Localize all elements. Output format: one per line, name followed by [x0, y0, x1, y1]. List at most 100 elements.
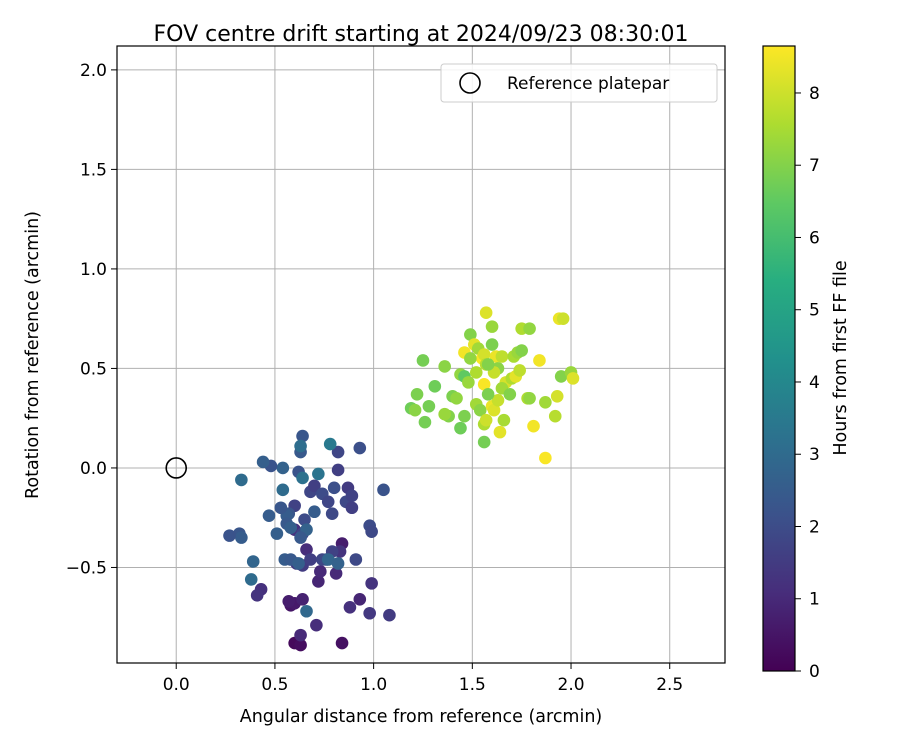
data-point	[300, 604, 313, 618]
colorbar-tick-label: 6	[809, 228, 820, 248]
data-point	[485, 338, 499, 351]
colorbar-tick-label: 2	[809, 517, 820, 537]
y-tick-label: 0.5	[80, 359, 107, 379]
data-point	[481, 358, 495, 371]
data-point	[408, 403, 422, 417]
y-axis-ticks: −0.5 0.0 0.5 1.0 1.5 2.0	[66, 61, 117, 578]
data-point	[321, 495, 335, 509]
data-point	[527, 419, 540, 433]
data-point	[335, 636, 349, 650]
data-point	[428, 380, 442, 393]
data-point	[282, 595, 296, 608]
colorbar-label: Hours from first FF file	[831, 260, 851, 455]
data-point	[497, 413, 511, 427]
data-point	[314, 565, 327, 578]
data-point	[473, 403, 487, 417]
x-axis-ticks: 0.0 0.5 1.0 1.5 2.0 2.5	[163, 663, 683, 695]
data-point	[321, 553, 335, 566]
data-point	[331, 463, 345, 477]
data-point	[523, 391, 536, 405]
data-point	[294, 531, 307, 544]
y-tick-label: −0.5	[66, 558, 107, 578]
data-point	[294, 628, 307, 642]
colorbar-ticks: 0 1 2 3 4 5 6 7 8	[795, 84, 820, 682]
data-point	[438, 407, 451, 421]
data-point	[300, 543, 313, 556]
colorbar-tick-label: 4	[809, 373, 820, 393]
data-point	[294, 638, 307, 652]
reference-marker-layer	[165, 457, 188, 479]
data-point	[377, 483, 390, 497]
data-point	[477, 348, 491, 361]
data-point	[235, 473, 248, 487]
data-point	[308, 505, 321, 519]
data-point	[345, 501, 359, 515]
legend-box	[440, 63, 718, 103]
data-point	[462, 376, 475, 389]
data-point	[450, 391, 463, 405]
data-point	[331, 557, 345, 570]
grid	[117, 46, 725, 663]
data-point	[365, 577, 378, 590]
data-point	[418, 415, 432, 429]
data-point	[308, 479, 321, 493]
data-point	[292, 557, 305, 570]
reference-platepar-marker	[165, 457, 188, 479]
data-point	[310, 618, 323, 632]
x-tick-label: 0.5	[261, 675, 288, 695]
data-point	[244, 573, 258, 586]
data-point	[383, 608, 396, 622]
data-point	[469, 366, 483, 379]
data-point	[256, 455, 270, 469]
x-tick-label: 0.0	[163, 675, 190, 695]
data-point	[464, 352, 477, 365]
data-point	[223, 529, 236, 542]
y-tick-label: 0.0	[80, 459, 107, 479]
data-point	[481, 388, 495, 401]
data-point	[477, 435, 491, 449]
data-point	[262, 509, 276, 523]
chart-title: FOV centre drift starting at 2024/09/23 …	[154, 22, 689, 47]
data-point	[539, 451, 552, 465]
legend-label: Reference platepar	[507, 74, 669, 94]
data-point	[235, 531, 248, 544]
y-tick-label: 1.0	[80, 260, 107, 280]
data-point	[487, 403, 501, 417]
data-point	[493, 425, 507, 439]
data-point	[548, 409, 562, 423]
data-point	[296, 593, 309, 606]
data-point	[533, 354, 546, 367]
data-point	[454, 421, 467, 435]
data-points	[223, 306, 580, 652]
x-tick-label: 2.5	[656, 675, 683, 695]
data-point	[345, 489, 359, 503]
data-point	[298, 513, 311, 526]
colorbar-tick-label: 0	[809, 662, 820, 682]
legend-marker-icon	[459, 72, 481, 94]
data-point	[296, 471, 309, 485]
data-point	[495, 350, 509, 363]
data-point	[550, 389, 564, 403]
x-tick-label: 2.0	[558, 675, 585, 695]
data-point	[304, 553, 317, 566]
data-point	[438, 360, 451, 373]
data-point	[458, 409, 471, 423]
y-tick-label: 2.0	[80, 61, 107, 81]
data-point	[554, 370, 568, 383]
colorbar-tick-label: 8	[809, 84, 820, 104]
data-point	[325, 507, 339, 521]
data-point	[491, 393, 505, 407]
data-point	[312, 467, 325, 481]
data-point	[464, 328, 477, 341]
data-point	[556, 312, 570, 325]
data-point	[523, 322, 536, 335]
data-point	[363, 606, 376, 620]
colorbar-tick-label: 1	[809, 590, 820, 610]
legend: Reference platepar	[440, 63, 718, 103]
data-point	[566, 372, 580, 385]
data-point	[479, 306, 493, 320]
data-point	[327, 481, 341, 495]
data-point	[312, 575, 325, 588]
